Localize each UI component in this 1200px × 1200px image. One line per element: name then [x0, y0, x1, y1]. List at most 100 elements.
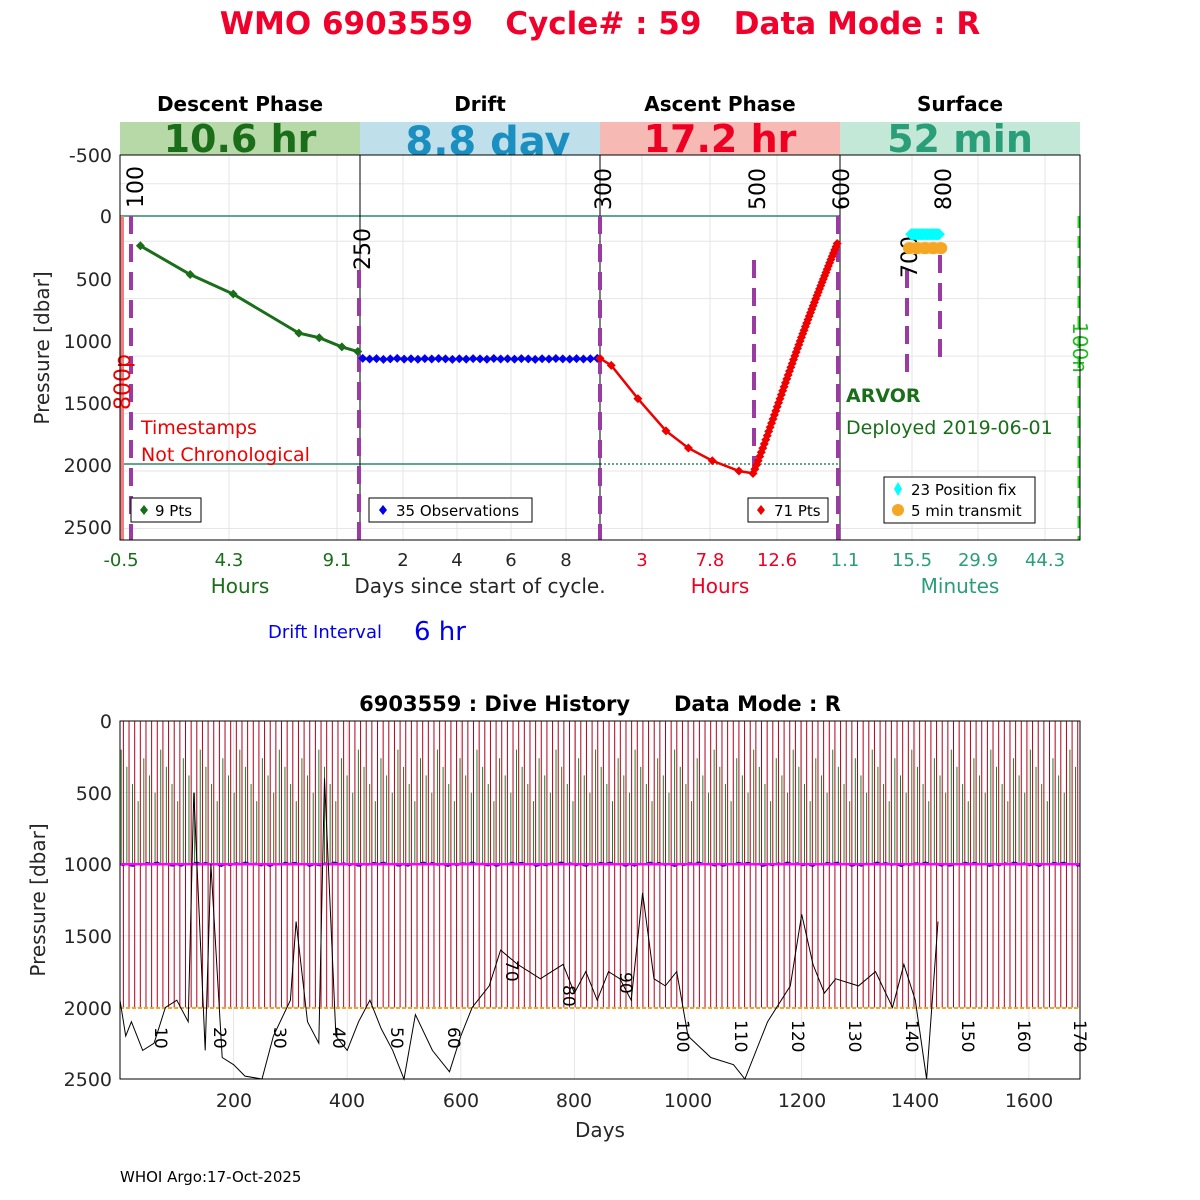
surface-xtick: 29.9 — [958, 550, 998, 571]
top-ytick-label: 500 — [76, 269, 112, 291]
bottom-plot-frame — [119, 720, 1081, 1080]
history-cycle-label: 60 — [443, 1027, 463, 1049]
history-cycle-label: 110 — [730, 1020, 750, 1052]
bottom-xtick-label: 1400 — [891, 1090, 939, 1112]
history-bottom-line — [119, 778, 939, 1081]
legend-fix-label: 23 Position fix — [911, 481, 1016, 499]
bottom-xtick-label: 200 — [216, 1090, 252, 1112]
timestamps-note-line1: Timestamps — [140, 417, 257, 439]
drift-point — [399, 354, 409, 364]
drift-point — [523, 354, 533, 364]
history-cycle-label: 90 — [615, 972, 635, 994]
top-ytick-label: 1000 — [64, 331, 112, 353]
descent-series — [135, 241, 363, 357]
ascent-point — [707, 456, 717, 466]
history-cycle-label: 70 — [501, 960, 521, 982]
history-cycle-label: 30 — [269, 1027, 289, 1049]
ascent-point — [661, 426, 671, 436]
duration-bar-ascent — [600, 122, 840, 155]
legend-descent: 9 Pts — [130, 497, 202, 523]
drift-point — [392, 353, 402, 363]
drift-point — [503, 354, 513, 364]
legend-drift: 35 Observations — [368, 497, 533, 523]
history-cycle-label: 100 — [672, 1020, 692, 1052]
history-cycle-label: 160 — [1013, 1020, 1033, 1052]
drift-point — [578, 354, 588, 364]
top-x-axes: -0.5 4.3 9.1 Hours 2 4 6 8 Days since st… — [103, 550, 1065, 598]
top-y-axis: -500 0 500 1000 1500 2000 2500 Pressure … — [30, 145, 112, 539]
drift-point — [496, 354, 506, 364]
drift-point — [406, 354, 416, 364]
drift-interval-label: Drift Interval — [268, 622, 382, 643]
history-cycle-label: 20 — [209, 1027, 229, 1049]
history-cycle-label: 130 — [844, 1020, 864, 1052]
legend-ascent: 71 Pts — [747, 497, 829, 523]
legend-fix-marker — [894, 482, 902, 496]
bottom-plot-background — [120, 721, 1080, 1079]
legend-drift-label: 35 Observations — [396, 502, 519, 520]
surface-x-axis-label: Minutes — [921, 574, 1000, 598]
legend-descent-marker — [140, 505, 148, 515]
deployment-date: Deployed 2019-06-01 — [846, 417, 1053, 439]
drift-point — [461, 354, 471, 364]
ascent-point — [683, 443, 693, 453]
top-plot-frame — [119, 154, 1081, 541]
drift-point — [385, 354, 395, 364]
marker-label-500: 500 — [746, 168, 771, 210]
phase-title-surface: Surface — [917, 92, 1003, 116]
marker-label-600: 600 — [830, 168, 855, 210]
bottom-xtick-label: 1600 — [1005, 1090, 1053, 1112]
drift-x-axis-label: Days since start of cycle. — [354, 574, 605, 598]
ascent-point — [606, 360, 616, 370]
drift-point — [489, 354, 499, 364]
drift-point — [551, 354, 561, 364]
drift-interval-value: 6 hr — [414, 617, 466, 647]
legend-drift-marker — [379, 505, 387, 515]
drift-point — [358, 353, 368, 363]
surface-xtick: 1.1 — [831, 550, 860, 571]
ascent-xtick: 3 — [636, 550, 647, 571]
legend-transmit-label: 5 min transmit — [911, 502, 1022, 520]
drift-point — [516, 354, 526, 364]
descent-point — [135, 241, 145, 251]
descent-xtick: 9.1 — [323, 550, 352, 571]
descent-xtick: 4.3 — [215, 550, 244, 571]
marker-label-100: 100 — [124, 166, 149, 208]
drift-point — [447, 354, 457, 364]
history-bottom-trace — [119, 778, 939, 1081]
ascent-series — [595, 238, 842, 478]
drift-point — [365, 354, 375, 364]
figure-title: WMO 6903559 Cycle# : 59 Data Mode : R — [220, 6, 981, 42]
bottom-ytick-label: 2000 — [64, 998, 112, 1020]
bottom-x-axis: 200 400 600 800 1000 1200 1400 1600 Days — [216, 1090, 1053, 1142]
top-ytick-label: 1500 — [64, 393, 112, 415]
history-cycle-label: 140 — [901, 1020, 921, 1052]
ascent-point — [633, 394, 643, 404]
surface-xtick: 44.3 — [1025, 550, 1065, 571]
bottom-xtick-label: 1000 — [664, 1090, 712, 1112]
drift-xtick: 6 — [505, 550, 516, 571]
duration-surface: 52 min — [887, 117, 1033, 161]
bottom-ytick-label: 1500 — [64, 926, 112, 948]
top-ytick-label: 2000 — [64, 455, 112, 477]
drift-series — [358, 353, 602, 364]
bottom-y-axis-label: Pressure [dbar] — [26, 823, 50, 976]
history-cycle-label: 40 — [328, 1027, 348, 1049]
bottom-xtick-label: 600 — [443, 1090, 479, 1112]
marker-label-250: 250 — [351, 228, 376, 270]
history-cycle-label: 10 — [150, 1027, 170, 1049]
drift-point — [441, 354, 451, 364]
bottom-ytick-label: 0 — [100, 711, 112, 733]
surface-xtick: 15.5 — [892, 550, 932, 571]
drift-point — [468, 354, 478, 364]
phase-title-ascent: Ascent Phase — [644, 92, 795, 116]
bottom-xtick-label: 400 — [329, 1090, 365, 1112]
history-cycle-label: 50 — [386, 1027, 406, 1049]
duration-bar-drift — [360, 122, 600, 155]
ascent-point — [734, 466, 744, 476]
drift-point — [572, 354, 582, 364]
top-ytick-label: -500 — [69, 145, 112, 167]
drift-point — [585, 354, 595, 364]
top-ytick-label: 0 — [100, 206, 112, 228]
marker-label-800: 800 — [932, 168, 957, 210]
